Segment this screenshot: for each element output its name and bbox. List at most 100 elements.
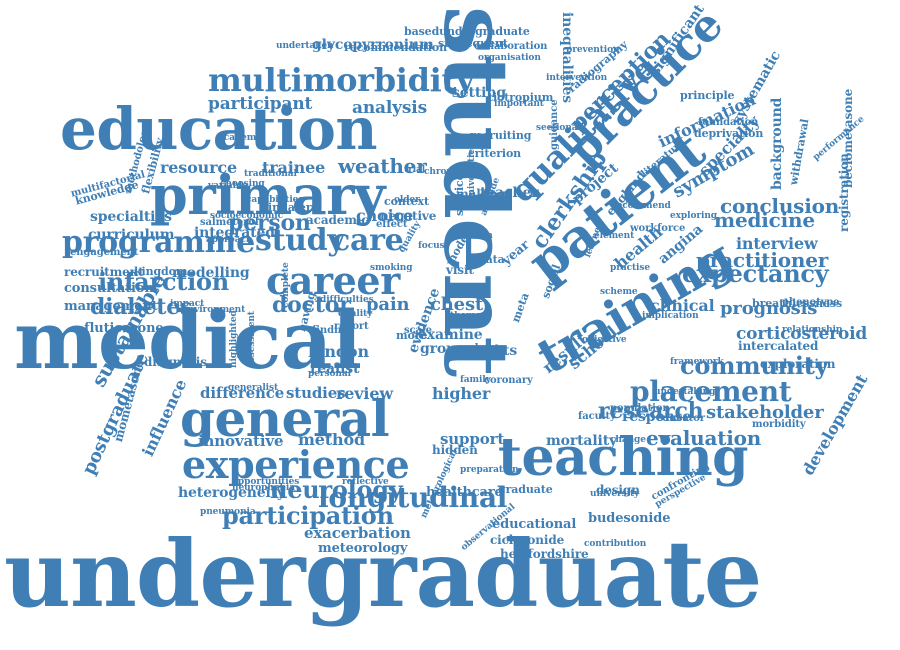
word-smoking: smoking <box>370 263 413 273</box>
word-environment: environment <box>182 305 246 315</box>
word-study: study <box>255 223 345 258</box>
word-placement: placement <box>630 375 792 408</box>
word-difficulties: difficulties <box>320 295 374 305</box>
word-population: population <box>610 403 670 414</box>
word-assessment: assessment <box>247 311 257 368</box>
word-approach: approach <box>206 235 253 245</box>
word-implication: implication <box>642 311 699 321</box>
word-recommendation: recommendation <box>344 41 447 54</box>
word-expectancy: expectancy <box>682 259 829 288</box>
word-copd: copd <box>452 343 479 354</box>
word-recruiting: recruiting <box>470 129 532 142</box>
word-service: service <box>453 173 466 216</box>
word-older: older <box>394 195 420 205</box>
word-budesonide: budesonide <box>588 511 671 526</box>
word-academy: academy <box>218 133 262 143</box>
word-care: care <box>332 223 404 258</box>
word-difference: difference <box>200 384 285 402</box>
word-recruitment: recruitment <box>64 265 144 279</box>
word-person: person <box>228 210 311 236</box>
word-examine: examine <box>418 327 483 343</box>
word-career: career <box>266 258 400 303</box>
word-background: background <box>769 97 785 190</box>
word-doctor: doctor <box>272 292 351 318</box>
word-ciclesonide: ciclesonide <box>490 533 565 547</box>
word-chronic: chronic <box>424 167 462 177</box>
word-studies: studies <box>286 384 346 402</box>
word-review: review <box>336 384 393 403</box>
word-effect: effect <box>376 219 408 230</box>
word-teaching: teaching <box>498 427 749 488</box>
word-specialties: specialties <box>90 209 172 225</box>
word-interview: interview <box>736 234 818 253</box>
word-diagnosis: diagnosis <box>144 355 207 369</box>
word-method: method <box>298 430 366 449</box>
word-clinician: clinician <box>450 231 493 241</box>
word-relationship: relationship <box>782 325 843 335</box>
word-longitudinal: longitudinal <box>318 481 508 514</box>
word-neurology: neurology <box>270 475 403 504</box>
word-realist: realist <box>310 361 360 377</box>
word-hertfordshire: hertfordshire <box>500 547 589 561</box>
word-withdrawal: withdrawal <box>787 117 812 187</box>
word-capabilities: capabilities <box>246 195 304 205</box>
word-support: support <box>440 430 505 448</box>
word-fluticasone: fluticasone <box>84 321 164 336</box>
word-programme: programme <box>62 225 255 260</box>
word-neurophobia: neurophobia <box>232 483 295 493</box>
word-hidden: hidden <box>432 443 478 457</box>
word-context: context <box>384 195 429 208</box>
word-intervention: intervention <box>546 73 608 83</box>
word-coronary: coronary <box>484 375 533 386</box>
word-innovative: innovative <box>198 432 284 450</box>
word-traditional: traditional <box>244 169 297 179</box>
word-report: report <box>334 321 369 332</box>
word-exploration: exploration <box>760 357 836 371</box>
word-exploring: exploring <box>670 211 717 221</box>
word-sectional: sectional <box>536 123 581 133</box>
word-stakeholder: stakeholder <box>706 402 824 423</box>
word-breathlessness: breathlessness <box>752 297 843 310</box>
word-socioeconomic: socioeconomic <box>210 211 283 221</box>
word-healthcare: healthcare <box>426 485 503 500</box>
word-glycopyrronium: glycopyrronium <box>312 37 434 53</box>
word-infarction: infarction <box>98 267 229 296</box>
word-choosing: choosing <box>220 179 265 189</box>
word-development: development <box>798 371 872 479</box>
word-negative: negative <box>380 209 437 223</box>
word-medical: medical <box>14 293 362 387</box>
word-change: change <box>610 435 646 445</box>
word-universities: universities <box>467 144 477 202</box>
word-university: university <box>590 489 640 499</box>
word-conclusion: conclusion <box>720 194 840 218</box>
word-data: data <box>478 253 505 266</box>
word-choice: choice <box>356 206 414 225</box>
word-quality: quality <box>338 309 373 319</box>
word-education: education <box>60 95 378 163</box>
word-trainee: trainee <box>262 158 326 177</box>
word-complete: complete <box>281 262 291 308</box>
word-prevention: prevention <box>566 45 620 55</box>
word-preparation: preparation <box>460 465 519 475</box>
word-diabetes: diabetes <box>90 294 193 320</box>
word-faculty: faculty <box>578 411 616 422</box>
word-analysis: analysis <box>352 98 427 118</box>
word-criterion: criterion <box>468 147 522 160</box>
word-community: community <box>680 351 829 380</box>
word-evaluation: evaluation <box>646 426 762 450</box>
word-meteorology: meteorology <box>318 541 408 556</box>
word-foundation: foundation <box>698 117 759 128</box>
word-reflective: reflective <box>342 477 389 487</box>
word-objective: objective <box>582 335 627 345</box>
word-guidance: guidance <box>549 99 560 150</box>
word-scheme: scheme <box>600 287 638 297</box>
word-general: general <box>180 389 390 448</box>
word-tiotropium: tiotropium <box>488 91 554 104</box>
word-highlighted: highlighted <box>229 310 239 368</box>
word-weather: weather <box>338 154 427 178</box>
word-principle: principle <box>680 89 735 102</box>
word-prognosis: prognosis <box>720 298 818 319</box>
word-focus: focus <box>418 241 445 251</box>
word-recommend: recommend <box>612 201 671 211</box>
